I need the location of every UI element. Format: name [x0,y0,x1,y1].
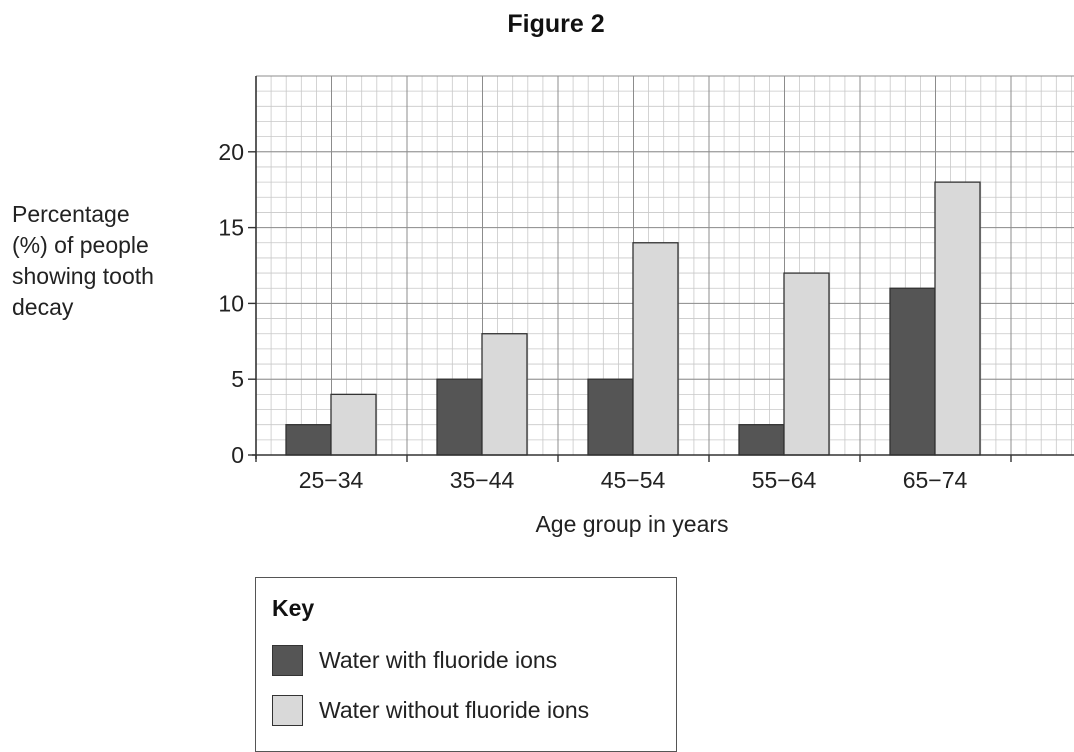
legend-item-with-fluoride: Water with fluoride ions [272,643,557,677]
y-axis-label: Percentage (%) of people showing tooth d… [12,199,154,323]
bar-without-fluoride [632,242,679,456]
x-tick-label: 35−44 [450,467,515,493]
y-axis-label-line: showing tooth [12,263,154,289]
y-axis-label-line: decay [12,294,74,320]
x-tick-label: 65−74 [903,467,968,493]
legend-swatch-without-fluoride [272,694,303,726]
figure-title: Figure 2 [507,10,605,38]
legend-item-without-fluoride: Water without fluoride ions [272,693,589,727]
y-axis-ticks: 0 5 10 15 20 [218,139,256,468]
x-axis-ticks: 25−34 35−44 45−54 55−64 65−74 [255,455,1012,493]
y-tick-label: 0 [231,442,244,468]
legend: Key Water with fluoride ions Water witho… [255,577,677,752]
bar-with-fluoride [889,287,936,456]
x-tick-label: 55−64 [752,467,817,493]
bar-with-fluoride [587,378,634,456]
bar-with-fluoride [738,424,785,456]
bar-with-fluoride [285,424,332,456]
bar-without-fluoride [934,181,981,456]
legend-title: Key [272,595,315,621]
legend-label-without-fluoride: Water without fluoride ions [319,696,590,723]
x-tick-label: 25−34 [299,467,364,493]
y-axis-label-line: Percentage [12,201,130,227]
bars [285,181,981,456]
y-tick-label: 15 [218,215,244,241]
bar-with-fluoride [436,378,483,456]
legend-label-with-fluoride: Water with fluoride ions [319,646,558,673]
y-axis-label-line: (%) of people [12,232,149,258]
bar-without-fluoride [330,393,377,456]
legend-swatch-with-fluoride [272,644,303,676]
x-axis-label: Age group in years [535,511,728,537]
bar-without-fluoride [783,272,830,456]
y-tick-label: 20 [218,139,244,165]
x-tick-label: 45−54 [601,467,666,493]
y-tick-label: 5 [231,366,244,392]
y-tick-label: 10 [218,290,244,316]
bar-without-fluoride [481,333,528,456]
axes [252,76,1074,459]
bar-chart: 0 5 10 15 20 25−34 35−44 45−54 55−64 65−74 Age g… [218,75,1074,537]
